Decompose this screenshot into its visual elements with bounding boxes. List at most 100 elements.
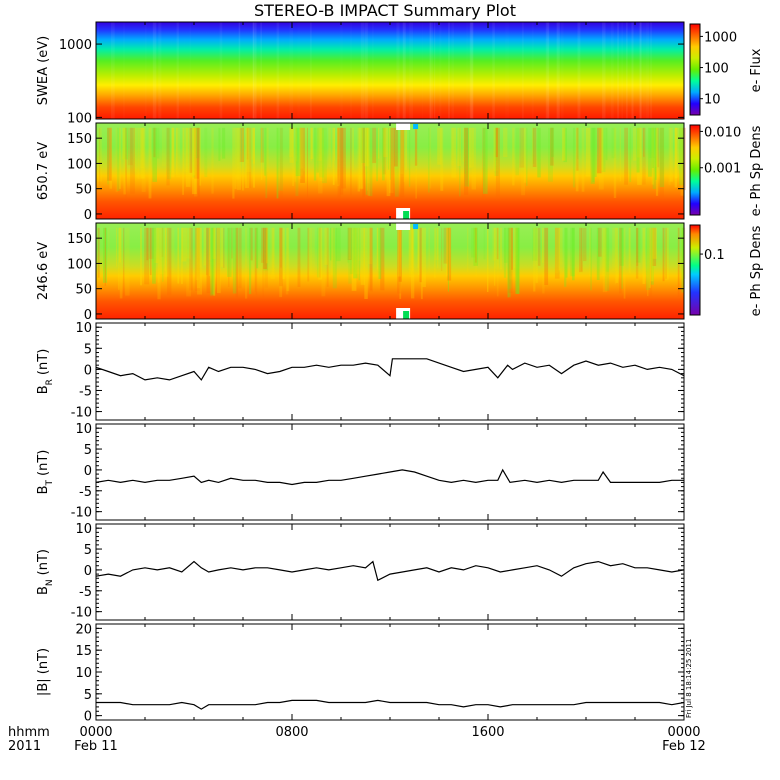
- pad-texture: [218, 127, 221, 161]
- swea-texture: [184, 22, 186, 119]
- pad-texture: [183, 127, 188, 172]
- pad-texture: [347, 227, 352, 260]
- pad-texture: [295, 127, 301, 177]
- pad-texture: [597, 127, 602, 174]
- pad-texture: [492, 227, 497, 261]
- pad-texture: [636, 127, 642, 158]
- pad-texture: [264, 127, 266, 176]
- pad-texture: [417, 227, 419, 269]
- pad-texture: [125, 127, 127, 200]
- pad-texture: [677, 227, 680, 297]
- pad-texture: [598, 127, 604, 190]
- pad-texture: [272, 227, 275, 275]
- pad-texture: [310, 227, 315, 275]
- pad-texture: [295, 127, 299, 196]
- y-tick-label: 10: [75, 321, 92, 336]
- pad-texture: [414, 127, 418, 166]
- pad-texture: [592, 127, 595, 182]
- pad-texture: [585, 127, 591, 177]
- pad-texture: [576, 127, 579, 171]
- swea-texture: [439, 22, 441, 119]
- series-line-bmag: [96, 699, 685, 710]
- pad-texture: [411, 227, 413, 268]
- pad-texture: [464, 127, 469, 187]
- pad-texture: [483, 227, 486, 260]
- pad-texture: [598, 227, 602, 257]
- pad-texture: [504, 227, 508, 263]
- y-tick-label: 5: [84, 543, 92, 558]
- pad-texture: [368, 127, 373, 197]
- swea-texture: [532, 22, 534, 119]
- pad-texture: [605, 227, 609, 272]
- pad-texture: [197, 227, 202, 295]
- pad-texture: [394, 127, 399, 197]
- pad-texture: [321, 227, 326, 297]
- pad-texture: [401, 127, 405, 177]
- pad-texture: [152, 227, 156, 284]
- pad-texture: [503, 227, 507, 278]
- pad-texture: [495, 127, 498, 161]
- pad-texture: [650, 227, 654, 282]
- pad-texture: [511, 227, 513, 270]
- colorbar: [689, 124, 701, 216]
- pad-texture: [279, 227, 283, 287]
- pad-texture: [194, 227, 200, 291]
- pad-texture: [337, 127, 340, 185]
- pad-texture: [175, 127, 180, 178]
- pad-texture: [235, 227, 238, 298]
- pad-texture: [589, 227, 591, 277]
- pad-texture: [307, 227, 310, 282]
- pad-texture: [330, 227, 335, 276]
- pad-texture: [659, 127, 664, 199]
- colorbar-label: e- Ph Sp Dens: [749, 225, 764, 316]
- pad-texture: [372, 127, 377, 164]
- pad-texture: [409, 227, 414, 277]
- pad-texture: [447, 227, 449, 292]
- y-tick-label: 150: [67, 232, 92, 247]
- y-tick-label: -5: [79, 585, 92, 600]
- pad-texture: [118, 127, 121, 189]
- pad-texture: [422, 227, 426, 287]
- colorbar-label: e- Flux: [749, 48, 764, 92]
- pad-texture: [495, 127, 498, 158]
- pad-texture: [369, 227, 373, 292]
- pad-texture: [503, 127, 508, 157]
- pad-texture: [515, 227, 520, 294]
- pad-texture: [368, 227, 373, 265]
- pad-texture: [649, 127, 655, 158]
- y-axis-label-unit: (nT): [36, 450, 51, 476]
- pad-texture: [239, 127, 245, 162]
- y-tick-label: 5: [84, 443, 92, 458]
- y-tick-label: -5: [79, 485, 92, 500]
- pad-texture: [195, 227, 199, 280]
- pad-texture: [377, 227, 382, 272]
- pad-texture: [194, 127, 199, 179]
- pad-texture: [623, 227, 626, 299]
- pad-texture: [279, 227, 283, 298]
- pad-texture: [604, 227, 610, 291]
- pad-texture: [564, 227, 567, 287]
- pad-spectrogram: [96, 123, 684, 219]
- swea-texture: [577, 22, 581, 119]
- y-tick-label: 10: [75, 422, 92, 437]
- pad-texture: [256, 227, 259, 269]
- pad-texture: [654, 127, 657, 180]
- pad-texture: [408, 127, 411, 187]
- pad-texture: [464, 127, 469, 195]
- y-tick-label: 100: [67, 111, 92, 126]
- y-axis-label-unit: (nT): [36, 349, 51, 375]
- series-line-br: [95, 358, 685, 381]
- pad-texture: [203, 227, 207, 266]
- swea-texture: [429, 22, 433, 119]
- pad-texture: [217, 227, 221, 294]
- pad-texture: [512, 127, 515, 186]
- pad-texture: [419, 227, 422, 283]
- pad-texture: [302, 127, 308, 172]
- swea-texture: [505, 22, 509, 119]
- pad-texture: [459, 127, 461, 197]
- pad-texture: [310, 127, 313, 162]
- pad-texture: [148, 227, 154, 259]
- pad-texture: [204, 127, 208, 178]
- pad-texture: [261, 227, 264, 263]
- pad-texture: [232, 227, 237, 294]
